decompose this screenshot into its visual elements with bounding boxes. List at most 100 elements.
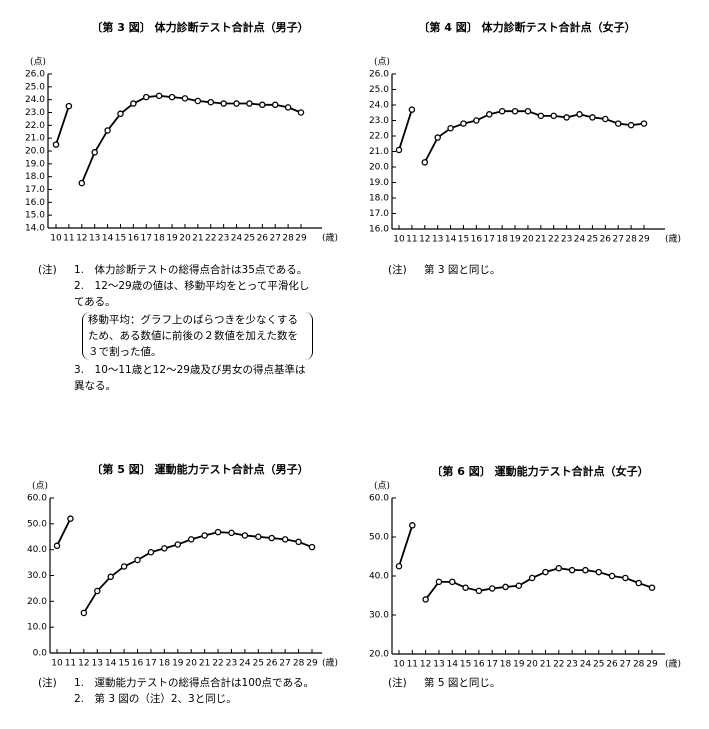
notes: (注) 1. 体力診断テストの総得点合計は35点である。 2. 12～29歳の値は、… [38,262,313,394]
x-tick-label: 15 [118,659,129,669]
notes-body: 1. 体力診断テストの総得点合計は35点である。 2. 12～29歳の値は、移動平… [74,262,313,394]
data-point [241,532,249,539]
data-point [568,566,576,574]
data-point [488,585,496,592]
data-point [246,100,253,107]
data-point [255,533,262,541]
data-point [143,93,150,101]
data-point [502,583,509,591]
x-tick-label: 23 [218,234,229,244]
x-tick-label: 12 [78,659,89,669]
data-point [284,104,292,111]
data-point [104,127,111,134]
x-tick-label: 28 [293,659,305,669]
notes-body: 第 5 図と同じ。 [424,675,638,691]
series-line [423,110,645,163]
data-point [395,563,403,570]
x-tick-label: 13 [433,660,444,670]
data-point [94,587,101,595]
x-tick-label: 20 [185,659,197,669]
data-point [207,98,214,106]
data-point [449,578,456,586]
y-tick-label: 30.0 [369,611,389,621]
y-tick-label: 20.0 [369,163,389,173]
data-point [67,515,74,522]
series-line [83,531,313,614]
x-tick-label: 17 [484,235,495,245]
data-point [635,579,642,587]
x-tick-label: 14 [445,235,457,245]
x-tick-label: 27 [269,234,280,244]
data-point [409,522,416,529]
chart-title: 〔第 4 図〕 体力診断テスト合計点（女子） [418,20,635,34]
data-point [435,578,443,586]
y-tick-label: 22.0 [25,121,45,131]
notes-label: (注) [388,677,407,689]
note-item: 3. 10～11歳と12～29歳及び男女の得点基準は異なる。 [74,364,306,392]
x-tick-label: 20 [522,235,534,245]
x-tick-label: 26 [266,659,278,669]
notes-body: 1. 運動能力テストの総得点合計は100点である。 2. 第 3 図の（注）2、3… [74,675,318,707]
x-tick-label: 18 [500,660,512,670]
data-point [228,529,235,537]
x-axis-label: (歳) [322,232,338,244]
data-point [174,541,182,548]
data-point [524,107,532,115]
data-point [589,114,596,121]
x-tick-label: 19 [509,235,521,245]
data-point [201,532,208,539]
x-tick-label: 21 [535,235,546,245]
data-point [434,134,441,141]
y-tick-label: 50.0 [27,519,47,529]
data-point [155,92,163,100]
data-point [622,574,629,582]
note-item: 2. 12～29歳の値は、移動平均をとって平滑化してある。 [74,280,310,308]
series-line [398,109,413,151]
data-point [515,582,523,590]
y-tick-label: 40.0 [369,572,389,582]
y-tick-label: 40.0 [27,545,47,555]
x-tick-label: 28 [282,234,294,244]
y-axis-label: (点) [374,57,390,68]
data-point [78,179,86,187]
series-line [398,525,414,567]
note-item: 第 5 図と同じ。 [424,677,501,689]
y-tick-label: 25.0 [369,85,389,95]
x-tick-label: 27 [620,660,631,670]
data-point [130,100,137,107]
y-tick-label: 10.0 [27,623,47,633]
data-point [65,102,73,110]
y-tick-label: 0.0 [33,649,48,659]
x-tick-label: 29 [306,659,318,669]
y-axis-label: (点) [374,481,390,492]
x-tick-label: 20 [526,660,538,670]
data-point [147,549,155,556]
y-tick-label: 21.0 [369,147,389,157]
data-point [259,101,266,109]
data-point [460,120,467,127]
data-point [120,563,128,570]
data-point [308,543,316,551]
x-tick-label: 29 [646,660,658,670]
x-tick-label: 18 [159,659,171,669]
notes-body: 第 3 図と同じ。 [424,262,638,278]
data-point [107,573,114,581]
x-tick-label: 17 [486,660,497,670]
x-tick-label: 17 [141,234,152,244]
y-axis-label: (点) [32,481,48,492]
data-point [268,534,275,542]
notes-label: (注) [38,677,57,689]
x-tick-label: 26 [606,660,618,670]
y-tick-label: 26.0 [25,70,45,80]
x-tick-label: 10 [51,659,63,669]
note-item: 2. 第 3 図の（注）2、3と同じ。 [74,693,237,705]
y-tick-label: 20.0 [369,650,389,660]
data-point [134,556,141,564]
x-tick-label: 15 [458,235,469,245]
series-line [80,94,302,184]
x-axis-label: (歳) [665,658,681,670]
chart-title: 〔第 3 図〕 体力診断テスト合計点（男子） [91,20,308,34]
series-line [56,518,72,547]
x-tick-label: 23 [566,660,577,670]
